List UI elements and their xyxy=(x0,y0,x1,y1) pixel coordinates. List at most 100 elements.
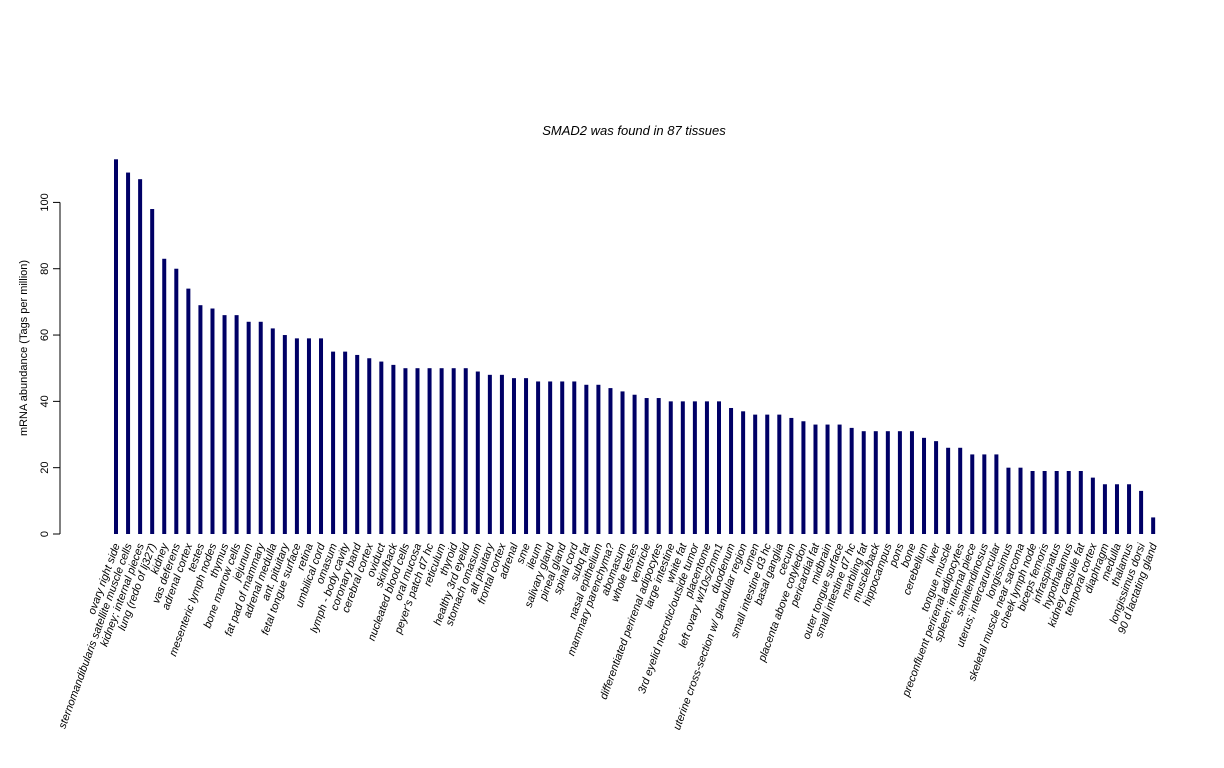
bar xyxy=(1102,484,1107,534)
bar xyxy=(656,398,661,534)
bar xyxy=(294,338,299,534)
bar xyxy=(1042,471,1047,534)
bar xyxy=(789,417,794,534)
bar xyxy=(946,447,951,534)
bar xyxy=(548,381,553,534)
bar xyxy=(572,381,577,534)
bar xyxy=(1127,484,1132,534)
bar xyxy=(861,431,866,534)
bar xyxy=(234,315,239,534)
y-tick-label: 60 xyxy=(39,329,51,341)
chart-title: SMAD2 was found in 87 tissues xyxy=(542,123,726,138)
bar xyxy=(982,454,987,534)
bar xyxy=(1030,471,1035,534)
bar xyxy=(126,172,131,534)
bar xyxy=(741,411,746,534)
bar xyxy=(680,401,685,534)
bar xyxy=(608,388,613,534)
bar xyxy=(801,421,806,534)
bar xyxy=(692,401,697,534)
y-tick-label: 0 xyxy=(39,531,51,537)
bar xyxy=(391,364,396,534)
y-tick-label: 80 xyxy=(39,263,51,275)
bar xyxy=(198,305,203,534)
bar xyxy=(222,315,227,534)
bar xyxy=(150,209,155,534)
bar xyxy=(632,394,637,534)
bar xyxy=(1066,471,1071,534)
bar xyxy=(439,368,444,534)
bar xyxy=(367,358,372,534)
x-tick-label: sternomandibularis satellite muscle cell… xyxy=(56,541,135,730)
bar xyxy=(536,381,541,534)
bar xyxy=(463,368,468,534)
y-tick-label: 100 xyxy=(39,193,51,211)
bar xyxy=(355,354,360,534)
bar xyxy=(934,441,939,534)
bar xyxy=(620,391,625,534)
bar xyxy=(379,361,384,534)
bar xyxy=(475,371,480,534)
y-tick-label: 40 xyxy=(39,395,51,407)
bar xyxy=(813,424,818,534)
y-tick-label: 20 xyxy=(39,462,51,474)
bar xyxy=(415,368,420,534)
bar xyxy=(451,368,456,534)
bar xyxy=(174,268,179,534)
bar xyxy=(246,321,251,534)
bar xyxy=(1006,467,1011,534)
bar xyxy=(1151,517,1156,534)
y-axis-label: mRNA abundance (Tags per million) xyxy=(18,260,30,436)
bar xyxy=(584,384,589,534)
bar xyxy=(994,454,999,534)
bar xyxy=(668,401,673,534)
bar xyxy=(499,374,504,534)
bar xyxy=(837,424,842,534)
bar xyxy=(331,351,336,534)
bar xyxy=(1018,467,1023,534)
bar xyxy=(427,368,432,534)
bar xyxy=(644,398,649,534)
bar xyxy=(511,378,516,534)
bar xyxy=(753,414,758,534)
bar xyxy=(717,401,721,534)
bar xyxy=(524,378,529,534)
bar xyxy=(922,437,927,534)
bar xyxy=(1114,484,1119,534)
bars-group xyxy=(114,159,1156,535)
bar xyxy=(162,258,167,534)
bar xyxy=(210,308,215,534)
bar xyxy=(909,431,914,534)
bar xyxy=(1090,477,1095,534)
bar xyxy=(885,431,890,534)
bar xyxy=(319,338,324,534)
bar xyxy=(777,414,782,534)
bar xyxy=(138,179,143,534)
bar xyxy=(765,414,770,534)
bar xyxy=(729,407,734,534)
bar xyxy=(258,321,263,534)
bar xyxy=(825,424,830,534)
bar xyxy=(970,454,975,534)
bar xyxy=(704,401,709,534)
bar xyxy=(849,427,854,534)
bar xyxy=(270,328,275,534)
bar xyxy=(403,368,408,534)
bar xyxy=(958,447,963,534)
bar xyxy=(343,351,348,534)
bar xyxy=(306,338,311,534)
bar xyxy=(1139,490,1144,534)
bar xyxy=(596,384,601,534)
bar xyxy=(487,374,492,534)
bar xyxy=(186,288,191,534)
bar xyxy=(560,381,565,534)
bar xyxy=(282,335,287,534)
bar xyxy=(1078,471,1083,534)
bar xyxy=(873,431,878,534)
bar xyxy=(1054,471,1059,534)
bar xyxy=(114,159,118,535)
y-axis-ticks: 0 20 40 60 80 100 xyxy=(39,193,60,537)
bar xyxy=(897,431,902,534)
